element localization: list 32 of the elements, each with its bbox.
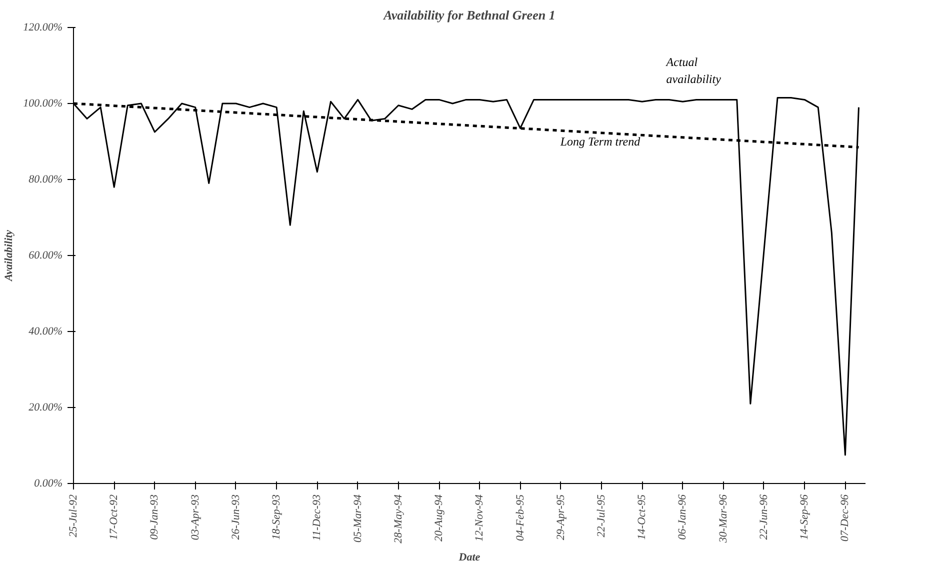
x-tick-label: 25-Jul-92 [68,494,80,538]
x-tick-label: 17-Oct-92 [108,494,120,540]
x-tick-label: 20-Aug-94 [433,494,446,542]
y-tick-label: 60.00% [28,250,63,262]
x-tick-label: 14-Oct-95 [636,494,648,540]
x-tick-label: 12-Nov-94 [474,494,486,542]
y-tick-label: 40.00% [28,326,63,338]
x-tick-label: 06-Jan-96 [676,494,689,540]
y-tick-label: 0.00% [34,478,63,490]
x-tick-label: 04-Feb-95 [514,494,526,541]
series-label: Actual availability [665,55,722,86]
chart-title: Availability for Bethnal Green 1 [382,8,556,22]
x-tick-label: 28-May-94 [392,494,404,544]
x-tick-label: 03-Apr-93 [189,494,202,540]
y-tick-label: 100.00% [23,98,63,110]
y-axis-title: Availability [3,230,16,282]
x-tick-label: 18-Sep-93 [270,494,283,540]
x-axis-title: Date [458,551,480,564]
x-tick-label: 07-Dec-96 [839,494,852,542]
x-tick-label: 09-Jan-93 [148,494,161,540]
x-tick-label: 22-Jul-95 [596,494,608,538]
series-label: Long Term trend [559,134,642,149]
x-tick-label: 22-Jun-96 [758,494,770,540]
x-tick-label: 14-Sep-96 [798,494,811,540]
x-tick-label: 05-Mar-94 [352,494,364,543]
x-tick-label: 29-Apr-95 [554,494,567,540]
x-tick-label: 11-Dec-93 [311,494,324,541]
x-tick-label: 30-Mar-96 [717,494,730,544]
y-tick-label: 20.00% [28,402,63,414]
y-tick-label: 120.00% [23,22,63,34]
y-tick-label: 80.00% [28,174,63,186]
x-tick-label: 26-Jun-93 [230,494,242,540]
